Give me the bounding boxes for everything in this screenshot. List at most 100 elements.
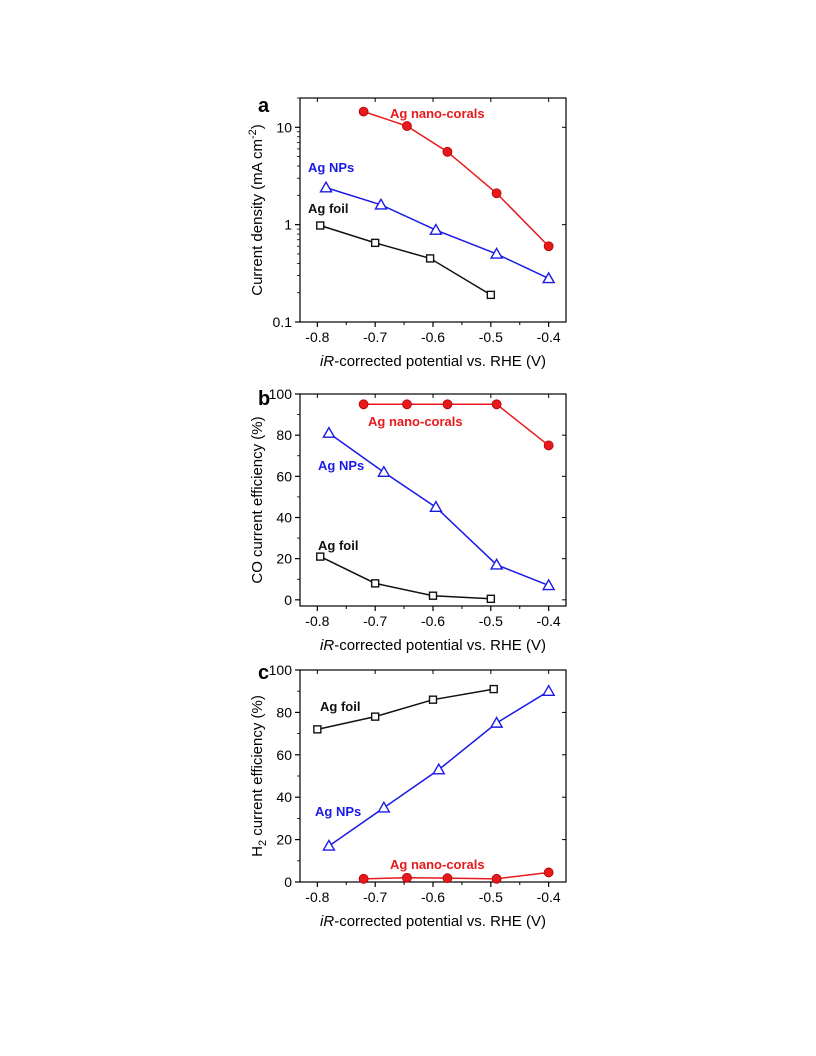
data-point (489, 557, 504, 570)
series-line-ag-foil (320, 224, 492, 296)
x-axis-label-rest: -corrected potential vs. RHE (V) (334, 353, 546, 370)
series-label-ag-nps: Ag NPs (318, 458, 364, 473)
data-point (442, 873, 453, 884)
y-tick-label: 10 (276, 119, 292, 135)
series-label-ag-foil: Ag foil (318, 538, 358, 553)
data-point (370, 579, 380, 588)
data-point (322, 839, 336, 851)
data-point (491, 873, 502, 884)
panel-label: a (258, 95, 270, 117)
y-tick-label: 60 (276, 468, 292, 484)
data-point (541, 684, 556, 697)
data-point (316, 552, 325, 561)
x-tick-label: -0.5 (479, 889, 503, 905)
data-point (541, 271, 556, 284)
data-point (377, 800, 391, 813)
y-axis-label: CO current efficiency (%) (249, 416, 266, 583)
x-axis-label-rest: -corrected potential vs. RHE (V) (334, 913, 546, 930)
x-tick-label: -0.4 (537, 329, 561, 345)
data-point (489, 247, 504, 259)
series-label-ag-nano-corals: Ag nano-corals (368, 414, 463, 429)
x-tick-label: -0.6 (421, 613, 445, 629)
data-point (491, 188, 502, 199)
data-point (432, 762, 446, 775)
x-tick-label: -0.8 (305, 329, 329, 345)
x-axis-label-italic: iR (320, 353, 334, 370)
panel-label: b (258, 388, 270, 410)
y-tick-label: 40 (276, 789, 292, 805)
x-tick-label: -0.7 (363, 889, 387, 905)
series-ag-nps: Ag NPs (315, 684, 556, 851)
panel-b: b -0.8 -0.7 -0.6 -0.5 -0.4 0 20 40 60 80 100 iR-corr… (249, 386, 567, 654)
series-ag-nps: Ag NPs (308, 160, 556, 284)
x-tick-label: -0.8 (305, 613, 329, 629)
y-axis-label: H2 current efficiency (%) (249, 695, 269, 857)
x-tick-label: -0.4 (537, 613, 561, 629)
data-point (358, 873, 369, 884)
data-point (486, 290, 496, 300)
data-point (316, 221, 325, 230)
data-point (402, 121, 412, 131)
series-label-ag-nps: Ag NPs (315, 804, 361, 819)
data-point (428, 695, 438, 704)
data-point (370, 712, 380, 721)
series-line-ag-foil (319, 555, 491, 600)
data-point (429, 223, 443, 235)
series-ag-foil: Ag foil (313, 684, 498, 734)
data-point (491, 399, 502, 410)
data-point (489, 684, 498, 694)
x-tick-label: -0.5 (479, 613, 503, 629)
data-point (370, 238, 380, 248)
y-tick-label: 20 (276, 832, 292, 848)
y-tick-label: 0.1 (273, 314, 293, 330)
data-point (374, 197, 388, 210)
y-tick-label: 20 (276, 551, 292, 567)
y-axis-label-sub: 2 (257, 840, 269, 846)
series-ag-foil: Ag foil (316, 538, 496, 603)
x-axis-label-italic: iR (320, 637, 334, 654)
y-tick-label: 1 (284, 217, 292, 233)
x-tick-label: -0.5 (479, 329, 503, 345)
y-tick-label: 0 (284, 592, 292, 608)
series-label-ag-nano-corals: Ag nano-corals (390, 106, 485, 121)
panel-label: c (258, 662, 269, 684)
data-point (442, 146, 453, 157)
data-point (425, 254, 435, 263)
y-axis-label-close: ) (249, 124, 266, 129)
data-point (543, 440, 554, 451)
x-tick-label: -0.7 (363, 613, 387, 629)
y-tick-label: 80 (276, 704, 292, 720)
series-ag-nano-corals: Ag nano-corals (358, 399, 554, 451)
data-point (358, 399, 369, 410)
x-tick-label: -0.7 (363, 329, 387, 345)
y-tick-label: 60 (276, 747, 292, 763)
panel-a: a -0.8 -0.7 -0.6 -0.5 -0.4 0.1 1 10 iR-corrected … (247, 95, 567, 370)
data-point (358, 106, 369, 117)
x-tick-label: -0.6 (421, 329, 445, 345)
series-ag-nps: Ag NPs (318, 426, 556, 591)
y-axis-label-text: H (249, 846, 266, 857)
y-tick-label: 100 (269, 386, 293, 402)
data-point (377, 465, 391, 478)
series-line-ag-foil (317, 688, 494, 731)
series-line-ag-nano-corals (363, 871, 549, 880)
y-tick-label: 40 (276, 509, 292, 525)
y-axis-label-text: Current density (mA cm (249, 139, 266, 296)
series-label-ag-foil: Ag foil (308, 201, 348, 216)
series-line-ag-nano-corals (363, 110, 550, 247)
data-point (313, 725, 322, 734)
series-ag-nano-corals: Ag nano-corals (358, 857, 554, 884)
data-point (429, 500, 443, 513)
data-point (486, 594, 496, 603)
y-axis-label-rest: current efficiency (%) (249, 695, 266, 840)
data-point (402, 399, 412, 410)
series-ag-nano-corals: Ag nano-corals (358, 106, 554, 252)
y-axis-label: Current density (mA cm-2) (247, 124, 266, 296)
y-tick-label: 80 (276, 427, 292, 443)
data-point (489, 716, 504, 728)
x-axis-label: iR-corrected potential vs. RHE (V) (320, 637, 546, 654)
x-tick-label: -0.8 (305, 889, 329, 905)
y-axis-label-text: CO current efficiency (%) (249, 416, 266, 583)
data-point (319, 180, 333, 193)
